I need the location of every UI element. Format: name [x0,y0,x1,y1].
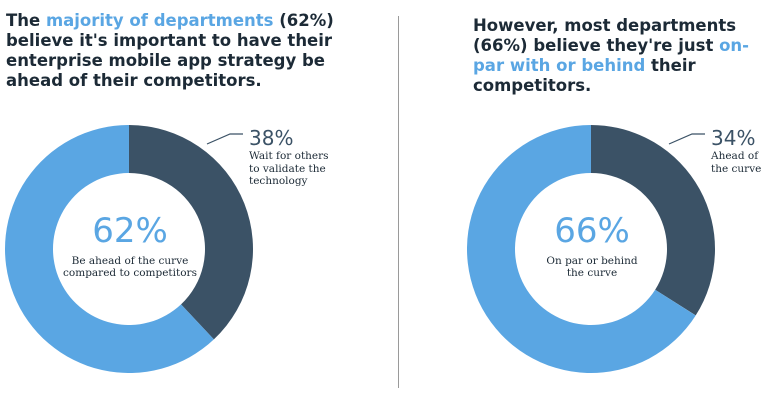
left-center-label: Be ahead of the curve compared to compet… [45,255,215,279]
right-heading-text-2: their competitors. [473,56,696,95]
right-callout-label: Ahead of the curve [711,150,770,175]
right-heading: However, most departments (66%) believe … [473,16,763,96]
left-heading-text-1: The [6,11,46,30]
right-heading-text-1: However, most departments (66%) believe … [473,16,737,55]
right-callout-percent: 34% [711,126,756,150]
right-center-label: On par or behind the curve [507,255,677,279]
right-donut-slice-minor [591,125,715,316]
panel-divider [398,16,399,388]
right-center-percent: 66% [554,211,630,251]
right-callout-label-line-2: the curve [711,162,762,175]
right-center-label-line-1: On par or behind [546,255,638,267]
right-center-label-line-2: the curve [566,267,618,279]
left-heading-text-2: (62%) believe it's important to have the… [6,11,334,90]
right-callout-label-line-1: Ahead of [711,150,759,162]
left-center-percent: 62% [92,211,168,251]
left-heading-highlight: majority of departments [45,11,274,30]
left-center-label-line-1: Be ahead of the curve [71,255,189,267]
right-donut-slice-major [466,125,696,373]
right-heading-highlight: on-par with or behind [473,36,750,75]
left-donut-slice-minor [129,125,253,340]
right-donut-chart [466,125,715,373]
left-callout-label-line-3: technology [249,175,308,187]
left-callout-percent: 38% [249,126,294,150]
left-callout-label-line-2: to validate the [249,162,326,175]
right-callout-leader [668,133,705,145]
left-donut-chart [4,125,253,373]
left-center-label-line-2: compared to competitors [63,267,197,279]
left-callout-label-line-1: Wait for others [249,150,329,162]
left-heading: The majority of departments (62%) believ… [6,11,356,91]
left-donut-slice-major [4,125,214,373]
left-callout-label: Wait for others to validate the technolo… [249,150,359,188]
left-callout-leader [206,133,243,145]
